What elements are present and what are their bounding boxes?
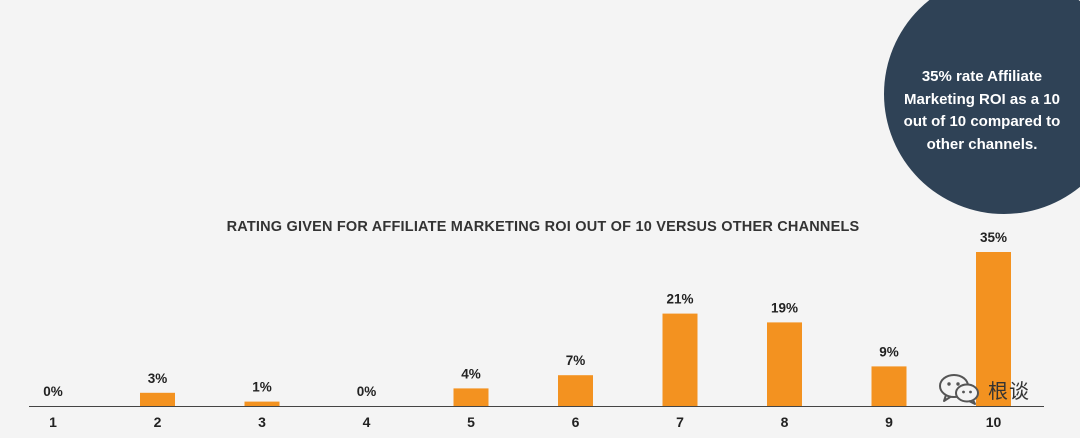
x-tick-label-7: 7: [676, 414, 684, 430]
bars-group: [140, 252, 1011, 406]
chart-title: RATING GIVEN FOR AFFILIATE MARKETING ROI…: [227, 219, 860, 235]
value-label-7: 21%: [666, 292, 693, 307]
bar-2: [140, 392, 175, 406]
value-label-1: 0%: [43, 384, 63, 399]
x-tick-label-3: 3: [258, 414, 266, 430]
x-tick-label-10: 10: [986, 414, 1002, 430]
watermark: 根谈: [936, 372, 1056, 406]
x-tick-label-9: 9: [885, 414, 893, 430]
x-tick-label-4: 4: [363, 414, 371, 430]
value-label-5: 4%: [461, 366, 481, 381]
x-tick-label-5: 5: [467, 414, 475, 430]
callout-text: 35% rate Affiliate Marketing ROI as a 10…: [903, 68, 1061, 153]
value-label-3: 1%: [252, 380, 272, 395]
wechat-icon: [939, 374, 979, 405]
tick-labels-group: 1 2 3 4 5 6 7 8 9 10: [49, 414, 1001, 430]
value-label-10: 35%: [980, 230, 1007, 245]
value-label-4: 0%: [357, 384, 377, 399]
bar-6: [558, 375, 593, 406]
x-tick-label-2: 2: [154, 414, 162, 430]
bar-5: [453, 388, 489, 406]
bar-7: [662, 313, 698, 406]
x-tick-label-8: 8: [781, 414, 789, 430]
x-tick-label-6: 6: [572, 414, 580, 430]
value-label-2: 3%: [148, 371, 168, 386]
bar-9: [871, 366, 907, 406]
value-label-8: 19%: [771, 300, 798, 315]
value-labels-group: 0% 3% 1% 0% 4% 7% 21% 19% 9% 35%: [43, 230, 1007, 399]
bar-8: [767, 322, 802, 406]
watermark-text: 根谈: [988, 378, 1030, 403]
bar-3: [244, 401, 280, 406]
value-label-6: 7%: [566, 353, 586, 368]
x-tick-label-1: 1: [49, 414, 57, 430]
value-label-9: 9%: [879, 344, 899, 359]
bar-10: [976, 252, 1011, 406]
